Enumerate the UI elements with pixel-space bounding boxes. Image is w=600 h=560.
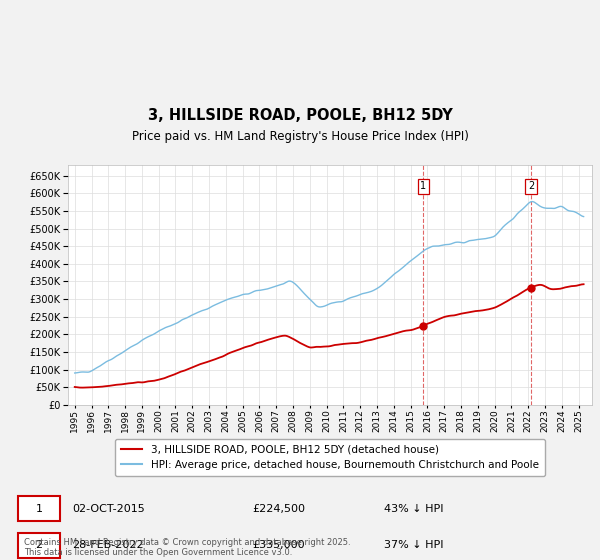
Text: 02-OCT-2015: 02-OCT-2015 bbox=[72, 503, 145, 514]
Text: 43% ↓ HPI: 43% ↓ HPI bbox=[384, 503, 443, 514]
Text: 1: 1 bbox=[35, 503, 43, 514]
FancyBboxPatch shape bbox=[18, 533, 60, 558]
Text: 3, HILLSIDE ROAD, POOLE, BH12 5DY: 3, HILLSIDE ROAD, POOLE, BH12 5DY bbox=[148, 108, 452, 123]
Text: £224,500: £224,500 bbox=[252, 503, 305, 514]
Text: 2: 2 bbox=[528, 181, 534, 191]
Text: 28-FEB-2022: 28-FEB-2022 bbox=[72, 540, 143, 550]
Text: Contains HM Land Registry data © Crown copyright and database right 2025.
This d: Contains HM Land Registry data © Crown c… bbox=[24, 538, 350, 557]
Text: Price paid vs. HM Land Registry's House Price Index (HPI): Price paid vs. HM Land Registry's House … bbox=[131, 130, 469, 143]
Text: 2: 2 bbox=[35, 540, 43, 550]
Legend: 3, HILLSIDE ROAD, POOLE, BH12 5DY (detached house), HPI: Average price, detached: 3, HILLSIDE ROAD, POOLE, BH12 5DY (detac… bbox=[115, 438, 545, 477]
FancyBboxPatch shape bbox=[18, 496, 60, 521]
Text: £335,000: £335,000 bbox=[252, 540, 305, 550]
Text: 1: 1 bbox=[420, 181, 426, 191]
Text: 37% ↓ HPI: 37% ↓ HPI bbox=[384, 540, 443, 550]
